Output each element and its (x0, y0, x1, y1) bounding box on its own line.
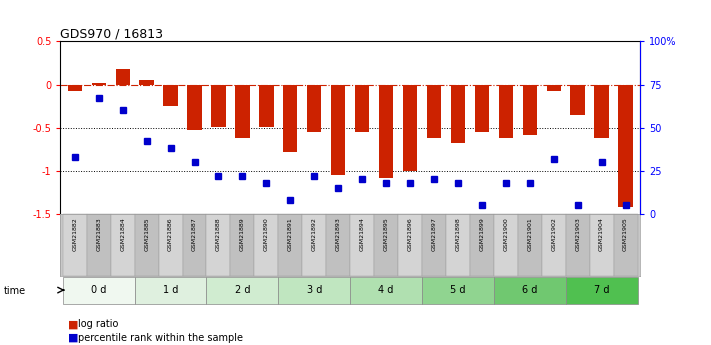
Bar (570, 85, 585, 115)
Bar (350, 214, 374, 276)
Text: GSM21892: GSM21892 (311, 217, 316, 251)
Bar (498, 85, 513, 138)
Text: GSM21891: GSM21891 (288, 217, 293, 251)
Text: GSM21902: GSM21902 (551, 217, 556, 251)
Text: GSM21894: GSM21894 (360, 217, 365, 251)
Bar (403, 85, 417, 171)
Text: GSM21898: GSM21898 (456, 217, 461, 251)
Text: ■: ■ (68, 333, 78, 343)
Text: GSM21900: GSM21900 (503, 217, 508, 251)
Text: GSM21897: GSM21897 (432, 217, 437, 251)
Text: 7 d: 7 d (594, 285, 609, 295)
Bar (350, 277, 422, 304)
Bar (518, 214, 542, 276)
Text: GSM21889: GSM21889 (240, 217, 245, 251)
Bar (374, 214, 398, 276)
Text: GDS970 / 16813: GDS970 / 16813 (60, 27, 164, 40)
Bar (422, 214, 446, 276)
Bar (451, 85, 465, 143)
Bar (159, 214, 183, 276)
Bar (206, 214, 230, 276)
Bar (183, 214, 206, 276)
Bar (302, 214, 326, 276)
Text: GSM21903: GSM21903 (575, 217, 580, 251)
Text: GSM21883: GSM21883 (96, 217, 101, 251)
Bar (87, 214, 111, 276)
Text: 6 d: 6 d (522, 285, 538, 295)
Bar (523, 85, 537, 135)
Text: 3 d: 3 d (306, 285, 322, 295)
Bar (614, 214, 638, 276)
Text: GSM21884: GSM21884 (120, 217, 125, 251)
Bar (211, 85, 225, 127)
Bar (589, 214, 614, 276)
Bar (255, 214, 278, 276)
Bar (164, 85, 178, 106)
Text: GSM21901: GSM21901 (528, 217, 533, 251)
Bar (446, 214, 470, 276)
Text: GSM21895: GSM21895 (384, 217, 389, 251)
Bar (470, 214, 494, 276)
Bar (355, 85, 369, 132)
Bar (134, 277, 206, 304)
Bar (542, 214, 566, 276)
Bar (206, 277, 278, 304)
Bar (379, 85, 393, 178)
Bar (115, 69, 130, 85)
Bar (422, 277, 494, 304)
Text: time: time (4, 286, 26, 296)
Bar (283, 85, 297, 152)
Text: ■: ■ (68, 319, 78, 329)
Bar (134, 214, 159, 276)
Bar (566, 214, 589, 276)
Text: 2 d: 2 d (235, 285, 250, 295)
Bar (398, 214, 422, 276)
Bar (92, 83, 106, 85)
Bar (619, 85, 633, 207)
Bar (139, 80, 154, 85)
Bar (278, 277, 350, 304)
Text: percentile rank within the sample: percentile rank within the sample (78, 333, 243, 343)
Bar (594, 85, 609, 138)
Text: 0 d: 0 d (91, 285, 107, 295)
Bar (63, 214, 87, 276)
Text: 1 d: 1 d (163, 285, 178, 295)
Bar (494, 214, 518, 276)
Text: GSM21885: GSM21885 (144, 217, 149, 250)
Text: GSM21905: GSM21905 (623, 217, 628, 251)
Text: GSM21890: GSM21890 (264, 217, 269, 251)
Bar (63, 277, 134, 304)
Bar (566, 277, 638, 304)
Text: 5 d: 5 d (450, 285, 466, 295)
Bar (187, 85, 202, 130)
Text: GSM21887: GSM21887 (192, 217, 197, 251)
Bar (475, 85, 489, 132)
Bar (68, 85, 82, 91)
Text: GSM21882: GSM21882 (73, 217, 77, 251)
Text: GSM21899: GSM21899 (479, 217, 484, 251)
Bar (278, 214, 302, 276)
Text: GSM21904: GSM21904 (599, 217, 604, 251)
Text: GSM21886: GSM21886 (168, 217, 173, 250)
Bar (307, 85, 321, 132)
Text: log ratio: log ratio (78, 319, 119, 329)
Bar (326, 214, 350, 276)
Bar (427, 85, 441, 138)
Text: GSM21888: GSM21888 (216, 217, 221, 250)
Bar (494, 277, 566, 304)
Bar (111, 214, 134, 276)
Text: GSM21896: GSM21896 (407, 217, 412, 251)
Text: 4 d: 4 d (378, 285, 394, 295)
Bar (230, 214, 255, 276)
Text: GSM21893: GSM21893 (336, 217, 341, 251)
Bar (331, 85, 346, 175)
Bar (260, 85, 274, 127)
Bar (235, 85, 250, 138)
Bar (547, 85, 561, 91)
